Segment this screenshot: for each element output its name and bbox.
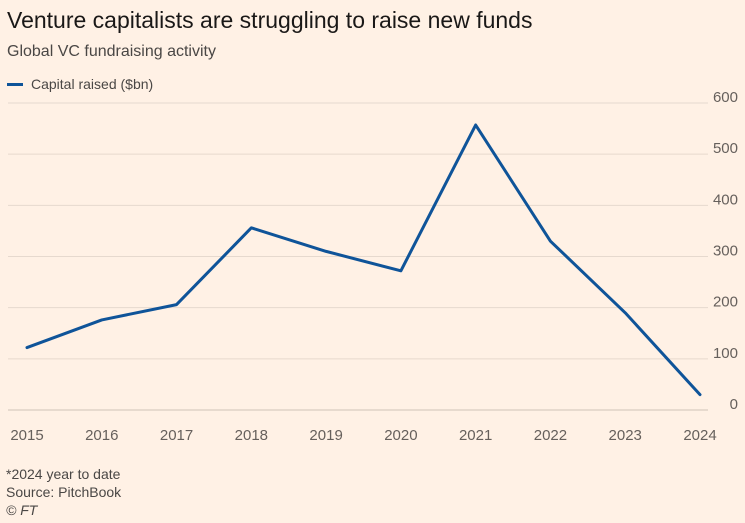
data-point-2022 bbox=[549, 240, 552, 243]
data-point-2015 bbox=[26, 346, 29, 349]
footnote-copyright: © FT bbox=[6, 502, 38, 518]
y-tick-label-400: 400 bbox=[713, 191, 738, 208]
x-tick-label-2018: 2018 bbox=[235, 427, 268, 444]
y-tick-label-0: 0 bbox=[730, 396, 738, 413]
data-point-2021 bbox=[474, 124, 477, 127]
y-tick-label-600: 600 bbox=[713, 89, 738, 106]
x-tick-label-2016: 2016 bbox=[85, 427, 118, 444]
y-tick-label-200: 200 bbox=[713, 294, 738, 311]
x-tick-label-2024: 2024 bbox=[683, 427, 716, 444]
chart-title: Venture capitalists are struggling to ra… bbox=[7, 7, 533, 33]
x-tick-label-2015: 2015 bbox=[10, 427, 43, 444]
legend-label: Capital raised ($bn) bbox=[31, 76, 154, 92]
footnote-source: Source: PitchBook bbox=[6, 484, 122, 500]
data-point-2016 bbox=[100, 318, 103, 321]
x-tick-label-2020: 2020 bbox=[384, 427, 417, 444]
x-tick-label-2017: 2017 bbox=[160, 427, 193, 444]
x-tick-label-2022: 2022 bbox=[534, 427, 567, 444]
x-tick-label-2021: 2021 bbox=[459, 427, 492, 444]
y-tick-label-500: 500 bbox=[713, 140, 738, 157]
data-point-2020 bbox=[399, 269, 402, 272]
y-tick-label-100: 100 bbox=[713, 345, 738, 362]
footnote-note: *2024 year to date bbox=[6, 466, 121, 482]
y-tick-label-300: 300 bbox=[713, 243, 738, 260]
series-line-0 bbox=[25, 123, 702, 397]
data-point-2017 bbox=[175, 303, 178, 306]
x-tick-label-2019: 2019 bbox=[309, 427, 342, 444]
x-tick-label-2023: 2023 bbox=[609, 427, 642, 444]
data-point-2019 bbox=[325, 250, 328, 253]
chart-subtitle: Global VC fundraising activity bbox=[7, 43, 216, 60]
data-point-2024 bbox=[699, 393, 702, 396]
legend-swatch bbox=[7, 82, 23, 86]
data-point-2023 bbox=[624, 311, 627, 314]
data-point-2018 bbox=[250, 226, 253, 229]
legend: Capital raised ($bn) bbox=[7, 76, 153, 92]
footnote: *2024 year to date Source: PitchBook © F… bbox=[6, 465, 121, 519]
